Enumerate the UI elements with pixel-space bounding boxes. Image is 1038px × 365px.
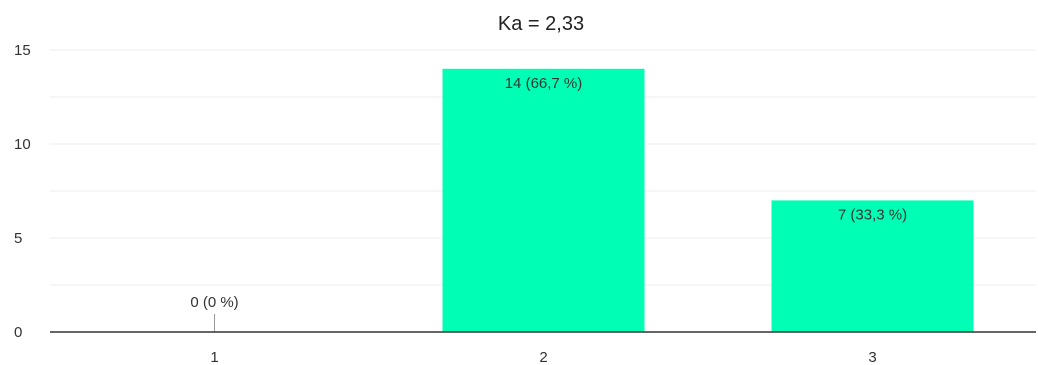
data-label: 7 (33,3 %): [838, 206, 907, 223]
y-tick-label: 15: [14, 42, 31, 59]
y-tick-label: 10: [14, 136, 31, 153]
bars: [214, 68, 974, 333]
bar: [771, 200, 974, 332]
y-tick-label: 5: [14, 230, 22, 247]
y-tick-label: 0: [14, 324, 22, 341]
bar: [442, 68, 645, 333]
data-label: 0 (0 %): [190, 294, 238, 311]
data-labels: 0 5 10 15 0 (0 %) 1 14 (66,7 %) 2 7 (33,3 %) 3: [14, 42, 907, 365]
data-label: 14 (66,7 %): [505, 75, 583, 92]
x-tick-label: 3: [868, 349, 876, 365]
chart-title: Ka = 2,33: [498, 13, 584, 35]
x-tick-label: 1: [210, 349, 218, 365]
x-tick-label: 2: [539, 349, 547, 365]
